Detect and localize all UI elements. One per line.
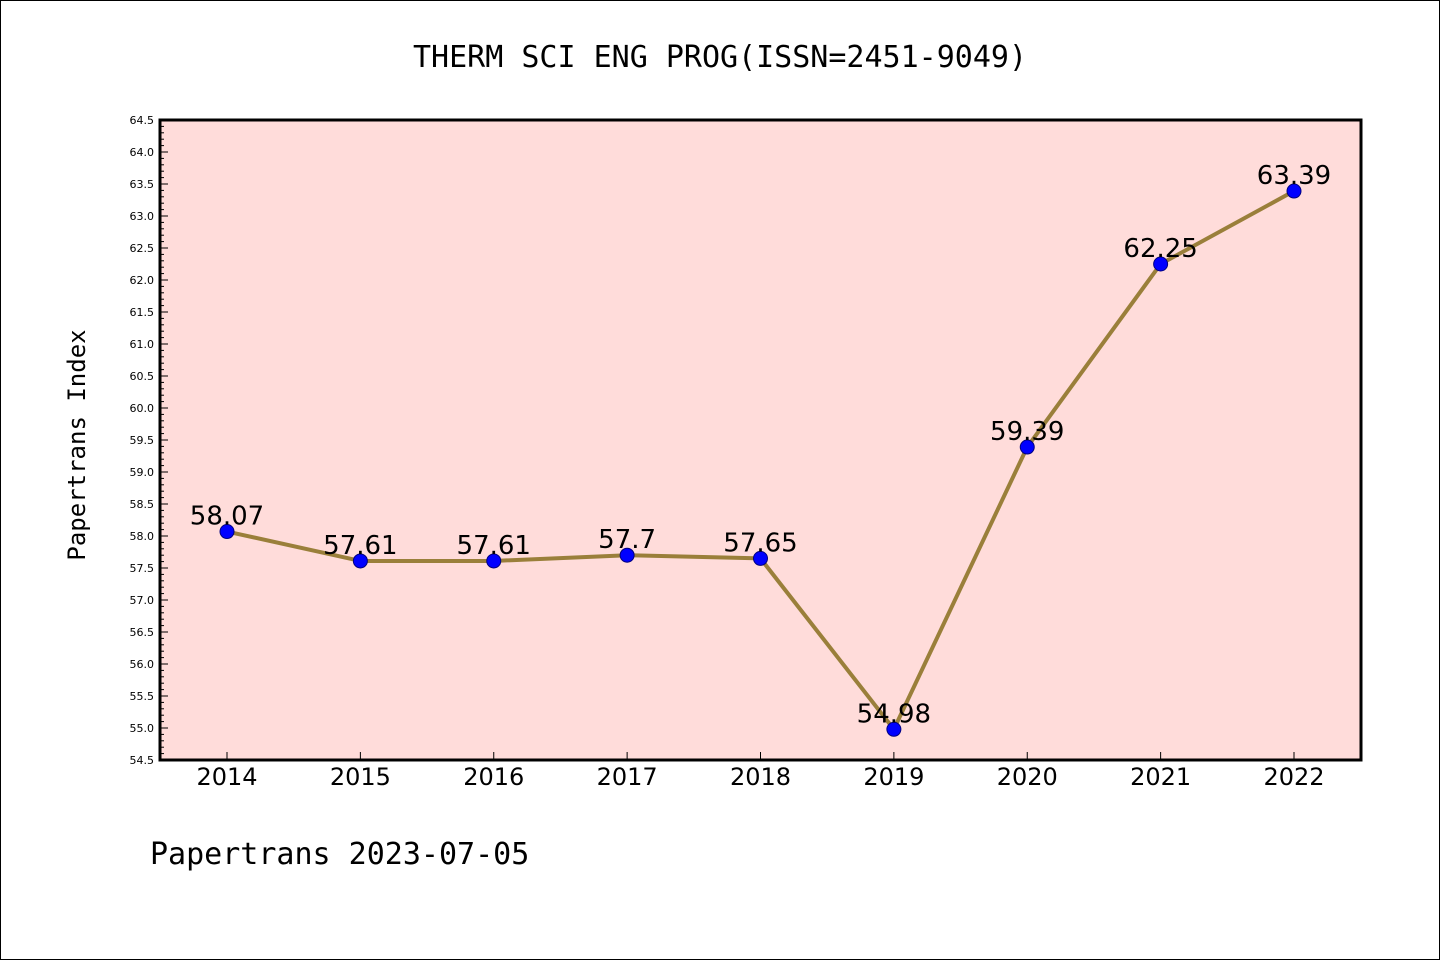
data-label: 57.61	[323, 531, 397, 561]
y-tick-label: 55.5	[130, 690, 155, 703]
y-tick-label: 56.5	[130, 626, 155, 639]
data-point	[486, 553, 502, 569]
plot-border	[158, 118, 1363, 762]
data-point	[753, 550, 768, 566]
footer-text: Papertrans 2023-07-05	[150, 837, 529, 872]
y-tick-label: 56.0	[130, 658, 155, 671]
y-axis: 54.5 55.0 55.5 56.0 56.5 57.0 57.5 58.0 58.5 59.0…	[130, 114, 168, 767]
y-tick-label: 61.5	[130, 306, 155, 319]
x-tick-label: 2014	[196, 763, 257, 791]
data-label: 57.65	[723, 528, 797, 558]
y-tick-label: 62.0	[130, 274, 155, 287]
data-label: 62.25	[1123, 234, 1197, 264]
x-tick-label: 2017	[597, 763, 658, 791]
y-tick-label: 59.0	[130, 466, 155, 479]
y-tick-label: 60.0	[130, 402, 155, 415]
chart-title: THERM SCI ENG PROG(ISSN=2451-9049)	[413, 40, 1027, 75]
plot-area	[160, 120, 1361, 760]
y-tick-label: 57.5	[130, 562, 155, 575]
y-tick-label: 64.5	[130, 114, 155, 127]
data-point	[219, 524, 235, 540]
data-label: 58.07	[190, 502, 264, 532]
series-group: 58.07 57.61 57.61 57.7 57.65 54.98 59.39 62.25 6…	[190, 161, 1331, 737]
x-tick-label: 2018	[730, 763, 791, 791]
y-tick-label: 55.0	[130, 722, 155, 735]
data-point	[886, 721, 902, 737]
x-tick-label: 2015	[330, 763, 391, 791]
x-tick-label: 2022	[1263, 763, 1324, 791]
y-tick-label: 58.5	[130, 498, 155, 511]
data-label: 57.61	[457, 531, 531, 561]
data-label: 57.7	[598, 525, 656, 555]
y-tick-label: 60.5	[130, 370, 155, 383]
x-tick-label: 2016	[463, 763, 524, 791]
data-point	[1153, 256, 1169, 272]
data-point	[1019, 439, 1035, 455]
y-tick-label: 61.0	[130, 338, 155, 351]
x-tick-label: 2021	[1130, 763, 1191, 791]
y-tick-label: 57.0	[130, 594, 155, 607]
y-tick-label: 54.5	[130, 754, 155, 767]
y-tick-label: 58.0	[130, 530, 155, 543]
data-label: 54.98	[857, 699, 931, 729]
data-label: 59.39	[990, 417, 1064, 447]
data-point	[1286, 183, 1302, 199]
y-tick-label: 62.5	[130, 242, 155, 255]
y-tick-label: 63.5	[130, 178, 155, 191]
y-axis-label: Papertrans Index	[63, 329, 91, 560]
x-tick-label: 2020	[997, 763, 1058, 791]
x-tick-label: 2019	[863, 763, 924, 791]
data-label: 63.39	[1257, 161, 1331, 191]
y-tick-label: 64.0	[130, 146, 155, 159]
data-point	[619, 547, 635, 563]
data-point	[352, 553, 368, 569]
y-tick-label: 59.5	[130, 434, 155, 447]
x-axis: 2014 2015 2016 2017 2018 2019 2020 2021 2022	[196, 752, 1325, 791]
y-tick-label: 63.0	[130, 210, 155, 223]
